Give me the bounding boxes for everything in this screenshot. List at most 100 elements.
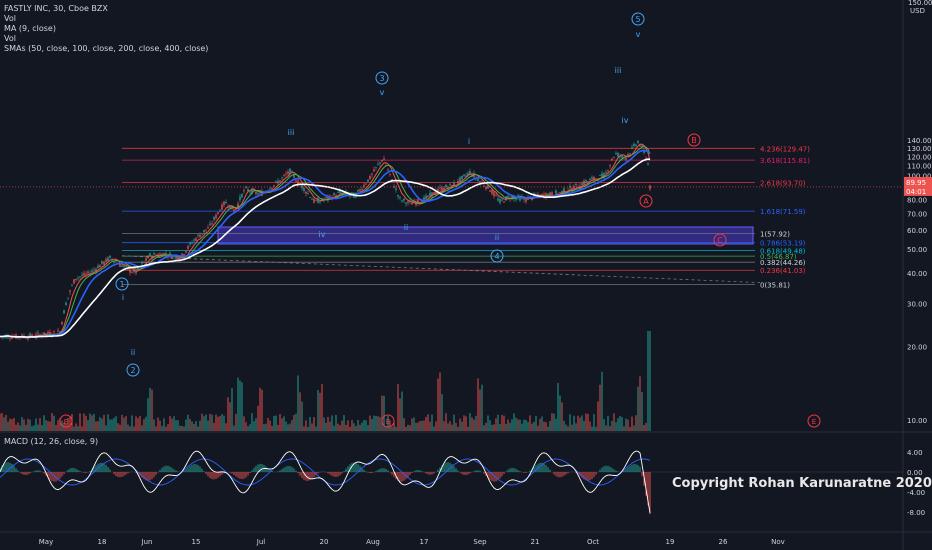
volume-bar <box>15 424 17 431</box>
candle-body <box>61 321 63 325</box>
price-axis-tick: 120.00 <box>907 153 932 161</box>
macd-histogram-bar <box>605 465 607 472</box>
macd-histogram-bar <box>7 462 9 472</box>
macd-histogram-bar <box>387 470 389 472</box>
macd-histogram-bar <box>433 472 435 474</box>
wave-minor-label: i <box>122 293 124 302</box>
macd-histogram-bar <box>49 472 51 480</box>
volume-bar <box>325 422 327 431</box>
macd-histogram-bar <box>61 472 63 477</box>
macd-legend[interactable]: MACD (12, 26, close, 9) <box>4 437 99 446</box>
volume-bar <box>543 421 545 431</box>
candle-body <box>45 333 47 335</box>
candle-body <box>401 200 403 202</box>
candle-body <box>341 193 343 195</box>
volume-bar <box>345 424 347 431</box>
candle-body <box>387 169 389 171</box>
fib-level-label: 0.618(49.48) <box>760 247 806 255</box>
volume-bar <box>245 422 247 431</box>
macd-histogram-bar <box>431 472 433 475</box>
volume-bar <box>277 424 279 431</box>
candle-body <box>609 165 611 166</box>
volume-bar <box>155 426 157 431</box>
fib-level-label: 3.618(115.81) <box>760 157 810 165</box>
volume-bar <box>601 371 603 431</box>
candle-body <box>403 198 405 201</box>
volume-bar <box>241 382 243 431</box>
volume-bar <box>379 417 381 431</box>
macd-histogram-bar <box>123 472 125 476</box>
volume-bar <box>449 421 451 431</box>
volume-bar <box>523 419 525 431</box>
symbol-title[interactable]: FASTLY INC, 30, Cboe BZX <box>4 4 108 13</box>
volume-bar <box>207 420 209 431</box>
volume-bar <box>415 422 417 431</box>
candle-body <box>79 276 81 278</box>
macd-histogram-bar <box>437 469 439 472</box>
time-axis-tick: Jun <box>141 538 153 546</box>
volume-bar <box>17 422 19 431</box>
wave-circle-B <box>687 133 701 147</box>
macd-histogram-bar <box>333 472 335 477</box>
wave-label-4: 4 <box>494 252 499 261</box>
volume-bar <box>199 420 201 431</box>
volume-bar <box>45 420 47 431</box>
macd-axis-tick: -4.00 <box>907 489 925 497</box>
volume-bar <box>451 424 453 431</box>
volume-bar <box>389 420 391 431</box>
candle-body <box>241 193 243 198</box>
candle-body <box>225 202 227 204</box>
macd-histogram-bar <box>403 472 405 481</box>
wave-label-5: 5 <box>635 15 640 24</box>
price-axis-tick: 40.00 <box>907 270 927 278</box>
volume-bar <box>43 415 45 431</box>
candle-body <box>335 195 337 197</box>
fib-level-label: 0.786(53.19) <box>760 240 806 248</box>
volume-bar <box>355 426 357 431</box>
macd-histogram-bar <box>67 469 69 472</box>
volume-bar <box>81 426 83 431</box>
macd-histogram-bar <box>241 472 243 480</box>
wave-minor-label: v <box>380 88 385 97</box>
volume-bar <box>385 426 387 431</box>
volume-bar <box>235 413 237 431</box>
candle-body <box>91 270 93 272</box>
volume-bar <box>309 417 311 431</box>
macd-histogram-bar <box>441 465 443 472</box>
candle-body <box>369 175 371 180</box>
volume-bar <box>457 426 459 431</box>
candle-body <box>187 246 189 249</box>
macd-histogram-bar <box>99 462 101 472</box>
indicator-smas[interactable]: SMAs (50, close, 100, close, 200, close,… <box>4 44 209 53</box>
candle-body <box>81 274 83 276</box>
candle-body <box>189 242 191 245</box>
volume-bar <box>367 425 369 431</box>
macd-histogram-bar <box>15 468 17 472</box>
candle-body <box>427 195 429 198</box>
wave-circle-5 <box>631 12 645 26</box>
indicator-vol-2[interactable]: Vol <box>4 34 16 43</box>
volume-bar <box>267 417 269 431</box>
volume-bar <box>347 420 349 431</box>
volume-bar <box>263 424 265 431</box>
volume-bar <box>185 419 187 431</box>
candle-body <box>285 173 287 175</box>
macd-histogram-bar <box>639 466 641 472</box>
macd-histogram-bar <box>353 462 355 472</box>
candle-body <box>581 183 583 186</box>
candle-body <box>169 252 171 254</box>
macd-histogram-bar <box>291 466 293 472</box>
candle-body <box>349 195 351 197</box>
candle-body <box>185 250 187 253</box>
candle-body <box>329 195 331 197</box>
candle-body <box>465 175 467 177</box>
indicator-vol[interactable]: Vol <box>4 14 16 23</box>
volume-bar <box>129 426 131 431</box>
candle-body <box>103 261 105 265</box>
indicator-ma[interactable]: MA (9, close) <box>4 24 56 33</box>
volume-bar <box>131 415 133 431</box>
candle-body <box>383 158 385 161</box>
candle-body <box>367 179 369 182</box>
candle-body <box>215 214 217 219</box>
